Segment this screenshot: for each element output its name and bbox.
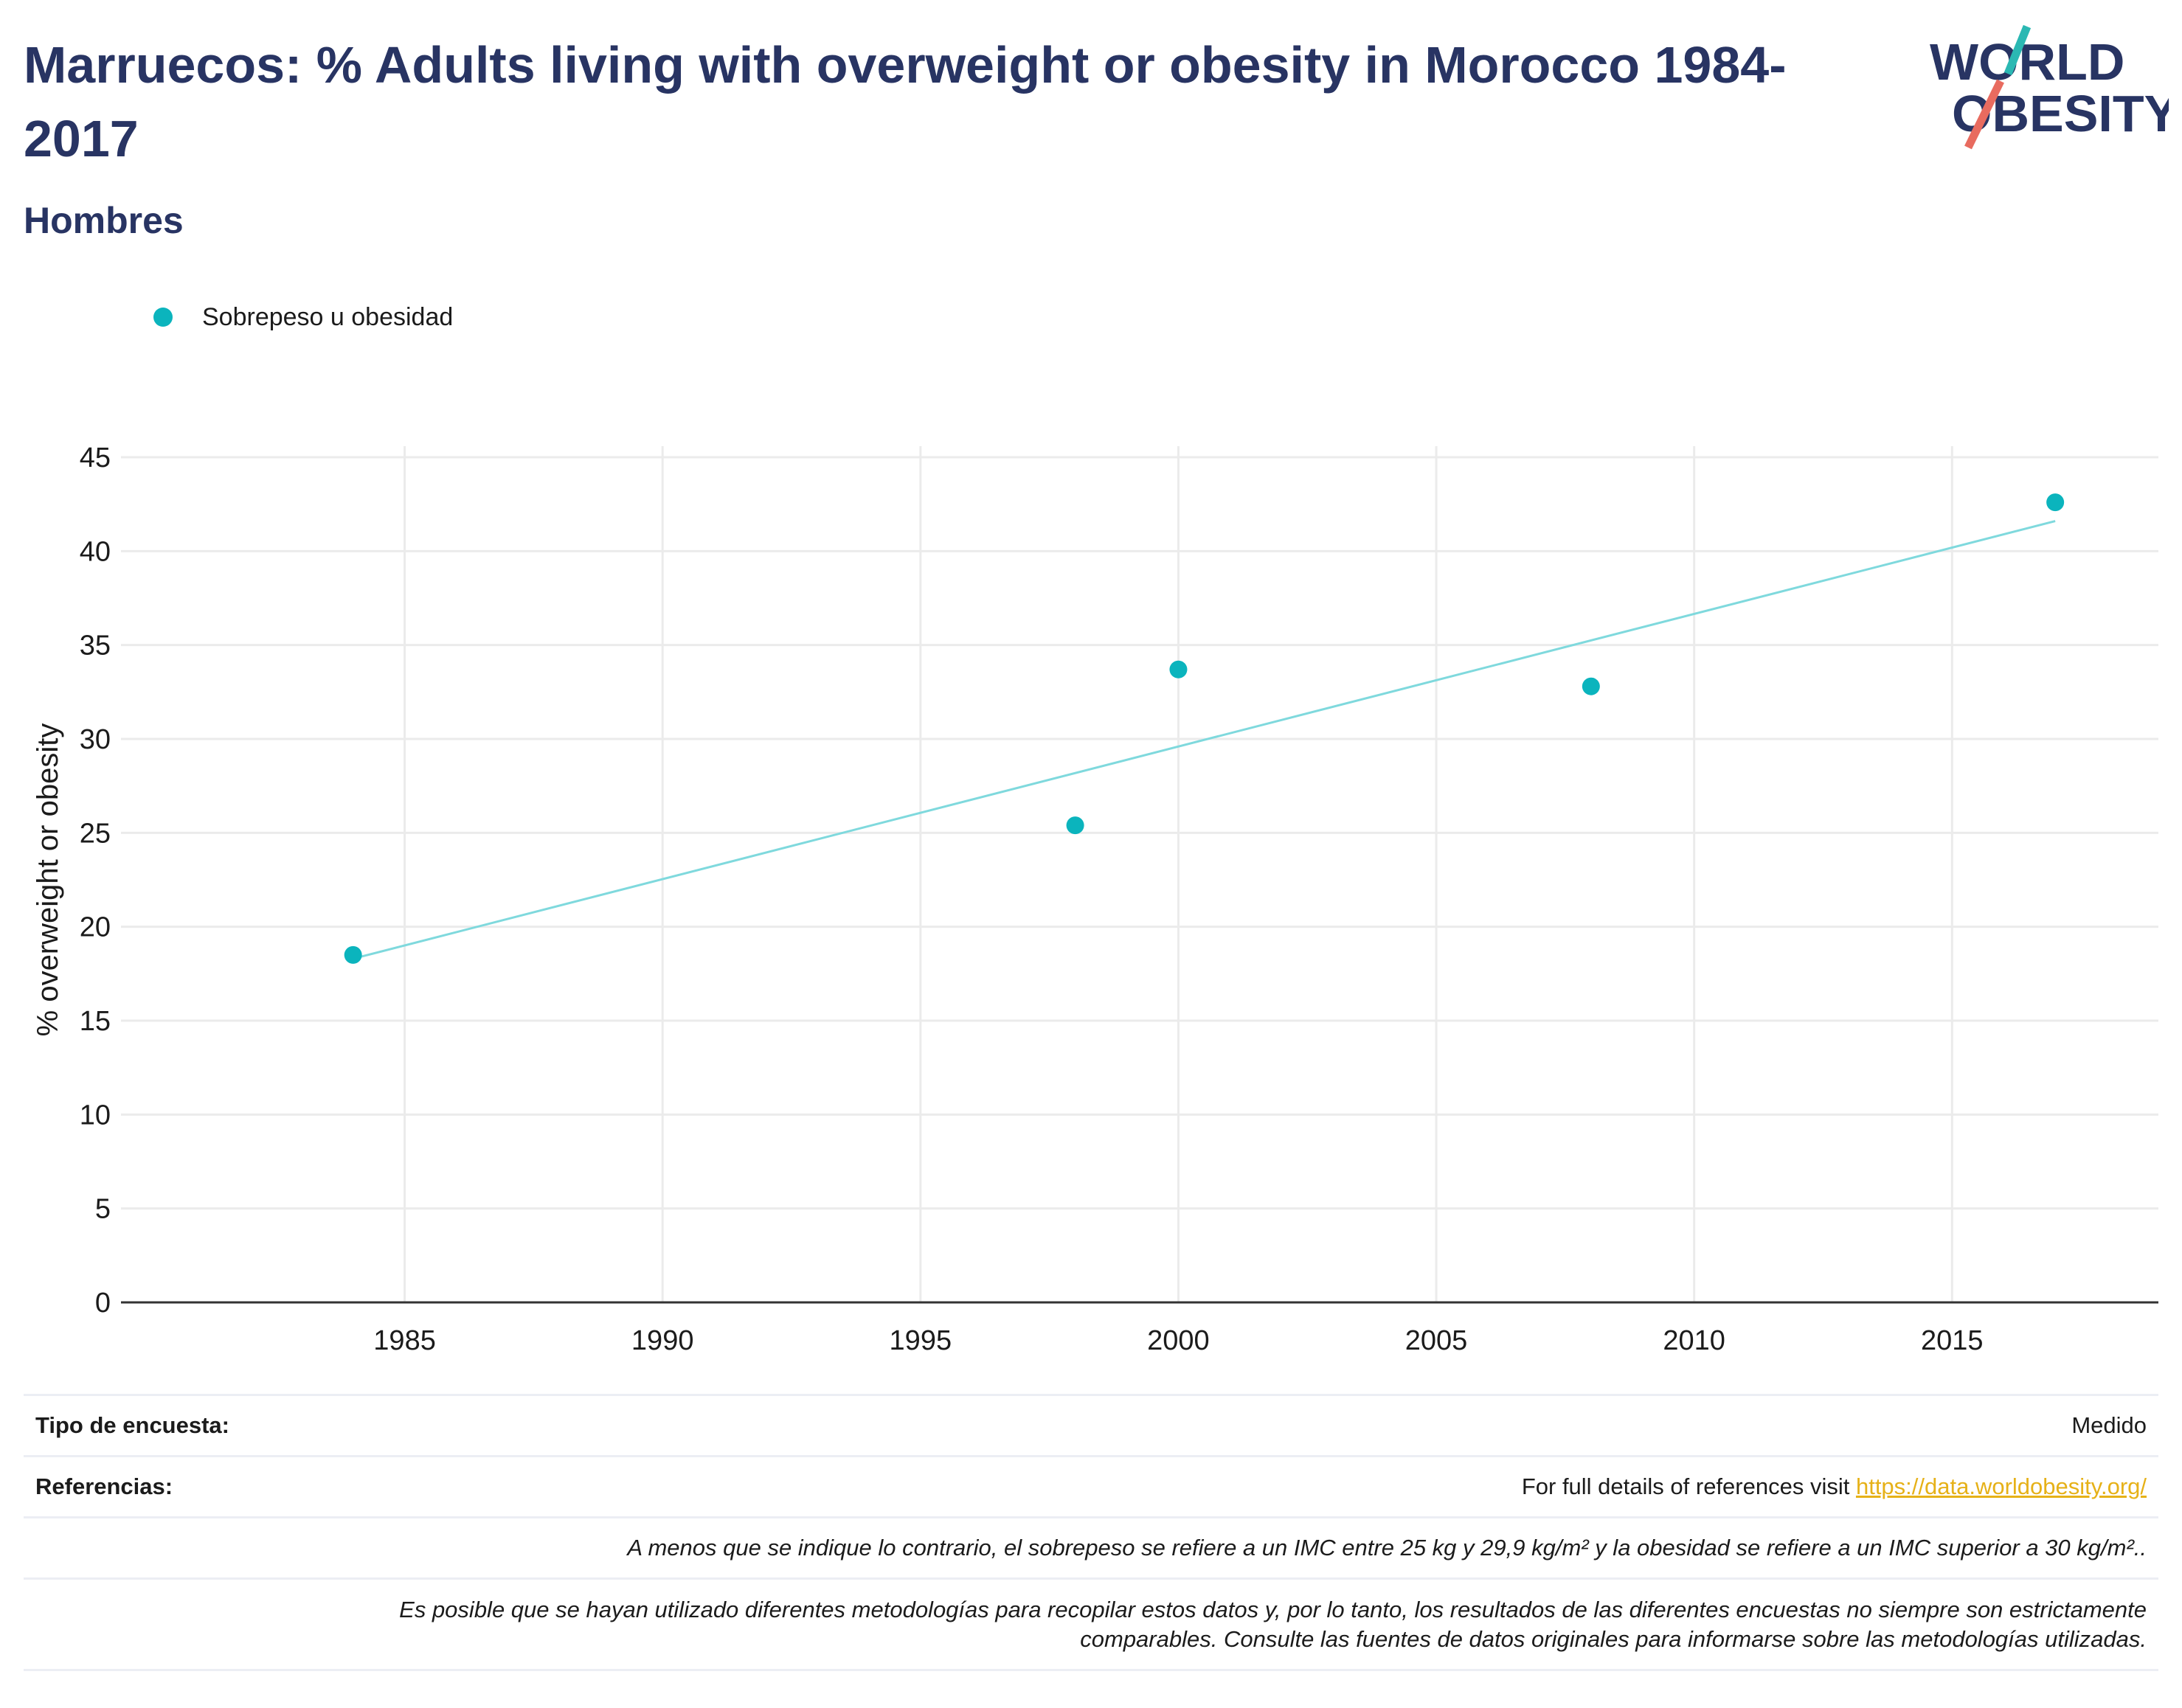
x-tick-label: 1995 — [890, 1325, 952, 1356]
logo-slash-top — [2003, 24, 2032, 76]
y-tick-label: 5 — [95, 1194, 111, 1225]
y-tick-label: 35 — [80, 631, 111, 662]
chart-legend[interactable]: Sobrepeso u obesidad — [153, 295, 453, 339]
scatter-chart: 1985 1990 1995 2000 2005 2010 2015 0 5 10 15 20 25 30… — [32, 442, 2158, 1356]
methodology-note-row: Es posible que se hayan utilizado difere… — [24, 1577, 2158, 1671]
y-tick-label: 30 — [80, 724, 111, 755]
survey-type-label: Tipo de encuesta: — [35, 1412, 229, 1438]
x-tick-label: 1990 — [631, 1325, 694, 1356]
y-axis-title: % overweight or obesity — [32, 723, 64, 1037]
methodology-note-line1: Es posible que se hayan utilizado difere… — [399, 1596, 2147, 1622]
data-point — [1066, 816, 1084, 835]
trendline — [353, 520, 2056, 960]
y-tick-label: 25 — [80, 818, 111, 849]
logo-text-world: WORLD — [1930, 33, 2124, 91]
survey-type-row: Tipo de encuesta: Medido — [24, 1394, 2158, 1455]
data-point — [1169, 660, 1188, 678]
bmi-note: A menos que se indique lo contrario, el … — [627, 1535, 2147, 1561]
y-tick-label: 45 — [80, 442, 111, 473]
notes-table: Tipo de encuesta: Medido Referencias: Fo… — [24, 1394, 2158, 1671]
methodology-note-line2: comparables. Consulte las fuentes de dat… — [1080, 1625, 2147, 1652]
bmi-note-row: A menos que se indique lo contrario, el … — [24, 1516, 2158, 1577]
references-link[interactable]: https://data.worldobesity.org/ — [1855, 1473, 2147, 1499]
methodology-note: Es posible que se hayan utilizado difere… — [35, 1595, 2147, 1654]
logo-slash-bottom — [1964, 79, 2004, 150]
references-row: Referencias: For full details of referen… — [24, 1455, 2158, 1516]
data-point — [1582, 677, 1600, 695]
y-tick-label: 0 — [95, 1288, 111, 1319]
world-obesity-logo: WORLD OBESITY — [1930, 24, 2169, 150]
references-label: Referencias: — [35, 1473, 173, 1499]
y-tick-label: 20 — [80, 912, 111, 943]
y-tick-label: 15 — [80, 1006, 111, 1037]
x-tick-label: 2015 — [1921, 1325, 1984, 1356]
x-tick-label: 2005 — [1405, 1325, 1468, 1356]
x-tick-label: 2000 — [1147, 1325, 1210, 1356]
legend-marker — [153, 308, 173, 327]
legend-label: Sobrepeso u obesidad — [202, 302, 454, 331]
data-point — [2046, 493, 2065, 512]
survey-type-value: Medido — [2071, 1412, 2147, 1438]
x-tick-label: 2010 — [1663, 1325, 1725, 1356]
data-point — [344, 945, 362, 964]
y-tick-label: 10 — [80, 1100, 111, 1131]
chart-subtitle: Hombres — [24, 200, 184, 241]
references-text: For full details of references visit — [1521, 1473, 1850, 1499]
y-tick-label: 40 — [80, 536, 111, 567]
references-value: For full details of references visit htt… — [1522, 1473, 2147, 1500]
chart-title: Marruecos: % Adults living with overweig… — [24, 36, 1787, 167]
x-tick-label: 1985 — [373, 1325, 436, 1356]
